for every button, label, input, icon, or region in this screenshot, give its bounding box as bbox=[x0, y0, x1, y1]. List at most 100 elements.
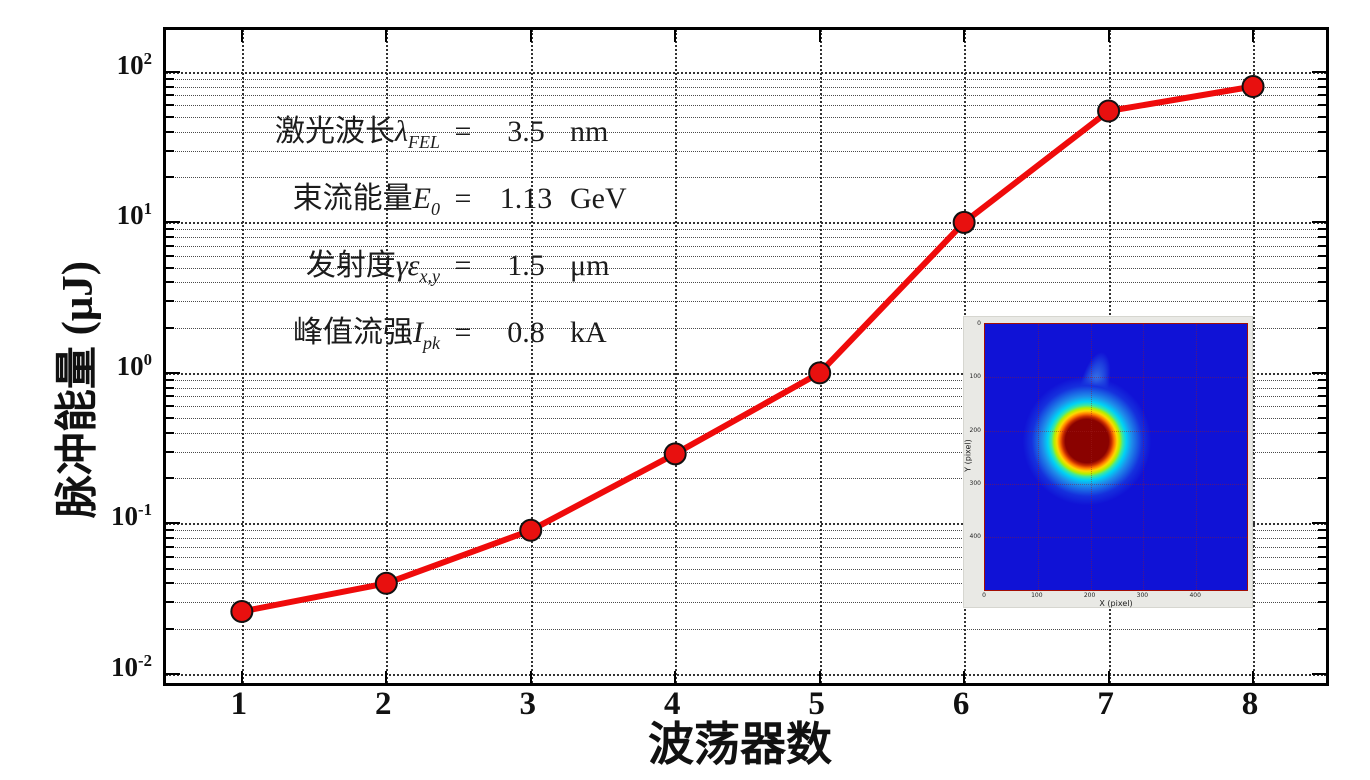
inset-y-axis-label: Y (pixel) bbox=[963, 439, 973, 472]
y-tickmark bbox=[1318, 85, 1326, 88]
y-gridline bbox=[166, 546, 1326, 548]
y-tickmark bbox=[1318, 236, 1326, 239]
annotation-symbol: λFEL bbox=[394, 115, 440, 152]
pulse-energy-curve bbox=[241, 83, 1254, 615]
y-tickmark bbox=[1312, 371, 1326, 374]
annotation-row: 激光波长λFEL = 3.5 nm bbox=[268, 106, 650, 173]
y-tickmark bbox=[166, 254, 174, 257]
y-tickmark bbox=[166, 672, 180, 675]
x-tick-label: 3 bbox=[519, 686, 537, 722]
x-tickmark bbox=[818, 671, 821, 683]
y-tickmark bbox=[1312, 70, 1326, 73]
x-tickmark bbox=[240, 30, 243, 42]
y-gridline bbox=[166, 117, 1326, 119]
y-gridline bbox=[166, 478, 1326, 480]
y-gridline bbox=[166, 237, 1326, 239]
y-tickmark bbox=[166, 70, 180, 73]
y-gridline bbox=[166, 150, 1326, 152]
annotation-unit: GeV bbox=[570, 182, 627, 215]
y-gridline bbox=[166, 406, 1326, 408]
y-gridline bbox=[166, 229, 1326, 231]
y-tickmark bbox=[166, 176, 174, 179]
y-tickmark bbox=[166, 386, 174, 389]
y-tickmark bbox=[1318, 545, 1326, 548]
annotation-symbol: Ipk bbox=[413, 316, 440, 353]
y-tick-label: 101 bbox=[116, 199, 152, 231]
y-gridline bbox=[166, 105, 1326, 107]
y-tickmark bbox=[1312, 522, 1326, 525]
y-tickmark bbox=[166, 77, 174, 80]
annotation-label: 峰值流强Ipk bbox=[293, 316, 440, 353]
annotation-label: 束流能量E0 bbox=[292, 182, 440, 219]
curve-svg bbox=[230, 75, 1265, 623]
x-tickmark bbox=[1107, 671, 1110, 683]
y-tickmark bbox=[1318, 417, 1326, 420]
y-tickmark bbox=[166, 450, 174, 453]
y-tickmark bbox=[1318, 555, 1326, 558]
y-gridline bbox=[166, 396, 1326, 398]
y-tickmark bbox=[1318, 627, 1326, 630]
y-tickmark bbox=[166, 627, 174, 630]
y-tickmark bbox=[166, 130, 174, 133]
y-gridline bbox=[166, 267, 1326, 269]
y-gridline bbox=[166, 86, 1326, 88]
annotation-equals: = bbox=[454, 249, 472, 282]
y-tickmark bbox=[166, 149, 174, 152]
inset-gridline bbox=[1037, 324, 1039, 590]
inset-gridline bbox=[985, 483, 1247, 485]
y-gridline bbox=[166, 301, 1326, 303]
annotation-unit: kA bbox=[570, 316, 607, 349]
annotation-equals: = bbox=[454, 182, 472, 215]
annotation-value: 1.13 bbox=[499, 182, 553, 215]
data-point-marker bbox=[374, 571, 398, 595]
y-tick-exponent: 1 bbox=[143, 199, 152, 219]
y-tickmark bbox=[166, 405, 174, 408]
y-gridline bbox=[166, 372, 1326, 375]
inset-y-tick-label: 200 bbox=[969, 426, 981, 434]
inset-gridline bbox=[985, 537, 1247, 539]
y-tickmark bbox=[166, 378, 174, 381]
x-tickmark bbox=[963, 30, 966, 42]
data-point-marker bbox=[1241, 75, 1265, 99]
annotation-value: 3.5 bbox=[507, 115, 545, 148]
y-tickmark bbox=[166, 266, 174, 269]
data-point-marker bbox=[808, 361, 832, 385]
x-tick-label: 7 bbox=[1097, 686, 1114, 722]
y-tickmark bbox=[1318, 567, 1326, 570]
y-tickmark bbox=[1318, 431, 1326, 434]
y-gridline bbox=[166, 255, 1326, 257]
x-gridline bbox=[241, 30, 244, 683]
y-gridline bbox=[166, 628, 1326, 630]
annotation-symbol: E0 bbox=[412, 182, 440, 219]
x-gridline bbox=[1253, 30, 1256, 683]
y-gridline bbox=[166, 556, 1326, 558]
y-tickmark bbox=[1318, 326, 1326, 329]
y-tick-exponent: 2 bbox=[143, 48, 152, 68]
y-tickmark bbox=[1318, 228, 1326, 231]
data-point-marker bbox=[952, 210, 976, 234]
y-tickmark bbox=[166, 477, 174, 480]
y-tickmark bbox=[166, 221, 180, 224]
y-tickmark bbox=[1318, 176, 1326, 179]
x-axis-label: 波荡器数 bbox=[648, 719, 832, 770]
y-tickmark bbox=[166, 104, 174, 107]
inset-y-tick-label: 0 bbox=[977, 320, 981, 327]
inset-gridline bbox=[1090, 324, 1092, 590]
annotation-row: 束流能量E0 = 1.13 GeV bbox=[268, 173, 650, 240]
y-tickmark bbox=[166, 601, 174, 604]
y-gridline bbox=[166, 537, 1326, 539]
x-tick-label: 2 bbox=[375, 686, 392, 722]
x-gridline bbox=[819, 30, 822, 683]
y-tickmark bbox=[166, 545, 174, 548]
y-tickmark bbox=[1318, 395, 1326, 398]
x-tickmark bbox=[240, 671, 243, 683]
y-tick-label: 10-2 bbox=[111, 650, 152, 682]
y-tickmark bbox=[1318, 266, 1326, 269]
y-tickmark bbox=[166, 395, 174, 398]
y-tickmark bbox=[166, 567, 174, 570]
y-tickmark bbox=[166, 85, 174, 88]
inset-plot-area bbox=[984, 323, 1248, 591]
annotation-row: 峰值流强Ipk = 0.8 kA bbox=[268, 307, 650, 374]
data-point-marker bbox=[663, 442, 687, 466]
